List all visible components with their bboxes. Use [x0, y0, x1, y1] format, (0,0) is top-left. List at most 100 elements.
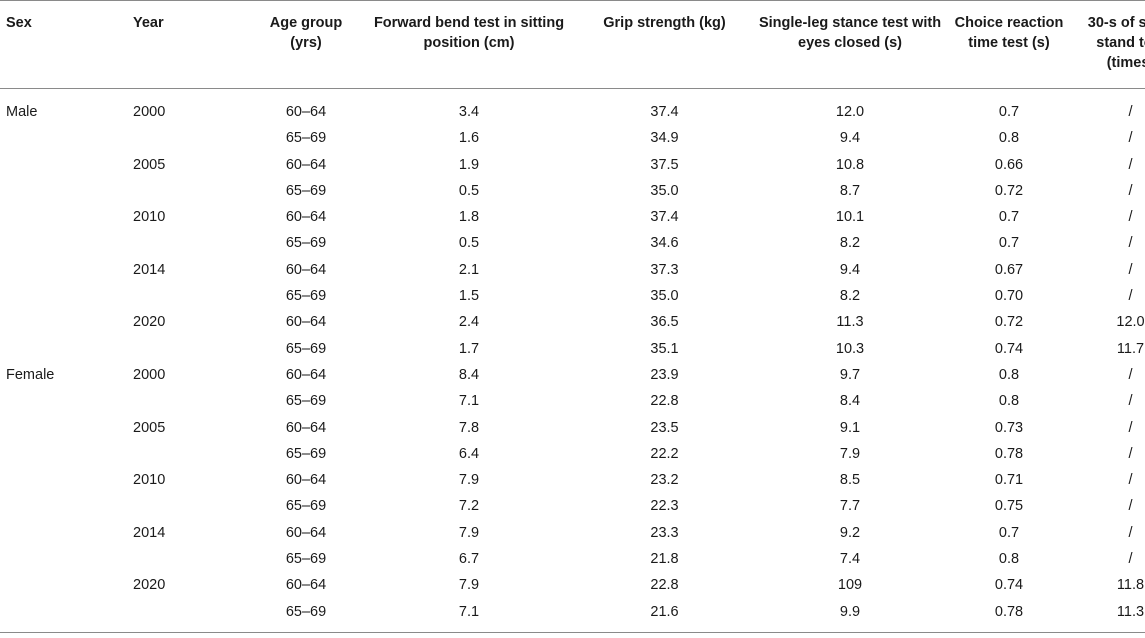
cell-year: 2014 [133, 524, 166, 541]
header-grip-strength: Grip strength (kg) [578, 0, 751, 89]
cell-single-leg-stance: 9.9 [839, 603, 861, 620]
cell-choice-reaction: 0.7 [998, 104, 1020, 120]
cell-sex [0, 283, 115, 309]
cell-choice-reaction: 0.75 [994, 498, 1024, 515]
table-body: Male 2000 60–64 3.4 37.4 12.0 0.7 / 65–69 1.6 34.9… [0, 89, 1145, 633]
cell-forward-bend: 7.9 [458, 524, 480, 541]
header-year: Year [115, 0, 252, 89]
cell-single-leg-stance: 9.2 [839, 524, 861, 541]
cell-age-group: 65–69 [285, 340, 327, 357]
cell-choice-reaction: 0.70 [994, 288, 1024, 305]
cell-sex [0, 493, 115, 519]
cell-choice-reaction: 0.72 [994, 314, 1024, 331]
table-row: 2005 60–64 7.8 23.5 9.1 0.73 / [0, 415, 1145, 441]
cell-grip-strength: 36.5 [650, 314, 679, 331]
cell-sex: Female [6, 366, 55, 383]
cell-forward-bend: 7.2 [458, 498, 480, 515]
table-row: 2020 60–64 2.4 36.5 11.3 0.72 12.0 [0, 309, 1145, 335]
cell-sex [0, 257, 115, 283]
cell-choice-reaction: 0.8 [998, 393, 1020, 410]
cell-single-leg-stance: 10.3 [835, 340, 865, 357]
cell-age-group: 60–64 [285, 419, 327, 436]
cell-single-leg-stance: 10.1 [835, 209, 865, 226]
cell-choice-reaction: 0.8 [998, 130, 1020, 147]
cell-sit-to-stand: / [1128, 393, 1133, 410]
cell-year [115, 441, 252, 467]
cell-age-group: 60–64 [285, 156, 327, 173]
cell-choice-reaction: 0.74 [994, 340, 1024, 357]
cell-single-leg-stance: 8.7 [839, 182, 861, 199]
cell-forward-bend: 1.7 [458, 340, 480, 357]
table-row: 2020 60–64 7.9 22.8 109 0.74 11.8 [0, 572, 1145, 598]
cell-grip-strength: 22.8 [650, 393, 679, 410]
cell-age-group: 65–69 [285, 551, 327, 568]
header-forward-bend: Forward bend test in sitting position (c… [360, 0, 578, 89]
cell-grip-strength: 22.3 [650, 498, 679, 515]
cell-age-group: 65–69 [285, 288, 327, 305]
header-choice-reaction: Choice reaction time test (s) [949, 0, 1069, 89]
cell-sex [0, 441, 115, 467]
cell-single-leg-stance: 8.4 [839, 393, 861, 410]
cell-age-group: 65–69 [285, 498, 327, 515]
cell-sit-to-stand: / [1128, 182, 1133, 199]
table-row: 65–69 7.1 22.8 8.4 0.8 / [0, 388, 1145, 414]
cell-sit-to-stand: / [1128, 366, 1133, 383]
cell-year [115, 599, 252, 633]
cell-choice-reaction: 0.7 [998, 235, 1020, 252]
header-age-group: Age group (yrs) [252, 0, 360, 89]
cell-forward-bend: 7.1 [458, 393, 480, 410]
cell-age-group: 65–69 [285, 445, 327, 462]
cell-choice-reaction: 0.66 [994, 156, 1024, 173]
cell-sit-to-stand: / [1128, 209, 1133, 226]
cell-year [115, 546, 252, 572]
cell-sit-to-stand: / [1128, 445, 1133, 462]
cell-forward-bend: 2.4 [458, 314, 480, 331]
cell-sex [0, 388, 115, 414]
table-row: 2014 60–64 2.1 37.3 9.4 0.67 / [0, 257, 1145, 283]
cell-age-group: 65–69 [285, 182, 327, 199]
cell-sit-to-stand: / [1128, 498, 1133, 515]
cell-year [115, 336, 252, 362]
cell-sit-to-stand: 11.7 [1116, 340, 1145, 357]
cell-choice-reaction: 0.73 [994, 419, 1024, 436]
cell-grip-strength: 22.2 [650, 445, 679, 462]
cell-single-leg-stance: 10.8 [835, 156, 865, 173]
cell-grip-strength: 37.3 [650, 261, 679, 278]
cell-age-group: 65–69 [285, 393, 327, 410]
cell-sex [0, 415, 115, 441]
cell-year [115, 125, 252, 151]
cell-choice-reaction: 0.7 [998, 209, 1020, 226]
cell-single-leg-stance: 9.1 [839, 419, 861, 436]
cell-choice-reaction: 0.71 [994, 472, 1024, 489]
cell-grip-strength: 37.4 [650, 209, 679, 226]
cell-sit-to-stand: 11.8 [1116, 577, 1145, 594]
cell-year [115, 230, 252, 256]
cell-sex: Male [6, 104, 38, 120]
cell-choice-reaction: 0.8 [998, 366, 1020, 383]
cell-sex [0, 178, 115, 204]
header-single-leg-stance: Single-leg stance test with eyes closed … [751, 0, 949, 89]
cell-sit-to-stand: / [1128, 156, 1133, 173]
table-header: Sex Year Age group (yrs) Forward bend te… [0, 0, 1145, 89]
cell-sit-to-stand: 12.0 [1116, 314, 1145, 331]
table-row: Male 2000 60–64 3.4 37.4 12.0 0.7 / [0, 89, 1145, 126]
table-row: 65–69 6.7 21.8 7.4 0.8 / [0, 546, 1145, 572]
cell-choice-reaction: 0.78 [994, 603, 1024, 620]
cell-year: 2014 [133, 261, 166, 278]
cell-sit-to-stand: / [1128, 419, 1133, 436]
cell-age-group: 60–64 [285, 261, 327, 278]
cell-age-group: 60–64 [285, 472, 327, 489]
cell-single-leg-stance: 8.2 [839, 288, 861, 305]
cell-sex [0, 204, 115, 230]
table-row: 2014 60–64 7.9 23.3 9.2 0.7 / [0, 520, 1145, 546]
cell-year: 2020 [133, 577, 166, 594]
cell-forward-bend: 7.1 [458, 603, 480, 620]
cell-year [115, 283, 252, 309]
cell-year: 2000 [133, 104, 166, 120]
cell-age-group: 60–64 [285, 314, 327, 331]
cell-forward-bend: 8.4 [458, 366, 480, 383]
cell-single-leg-stance: 8.2 [839, 235, 861, 252]
cell-forward-bend: 7.8 [458, 419, 480, 436]
